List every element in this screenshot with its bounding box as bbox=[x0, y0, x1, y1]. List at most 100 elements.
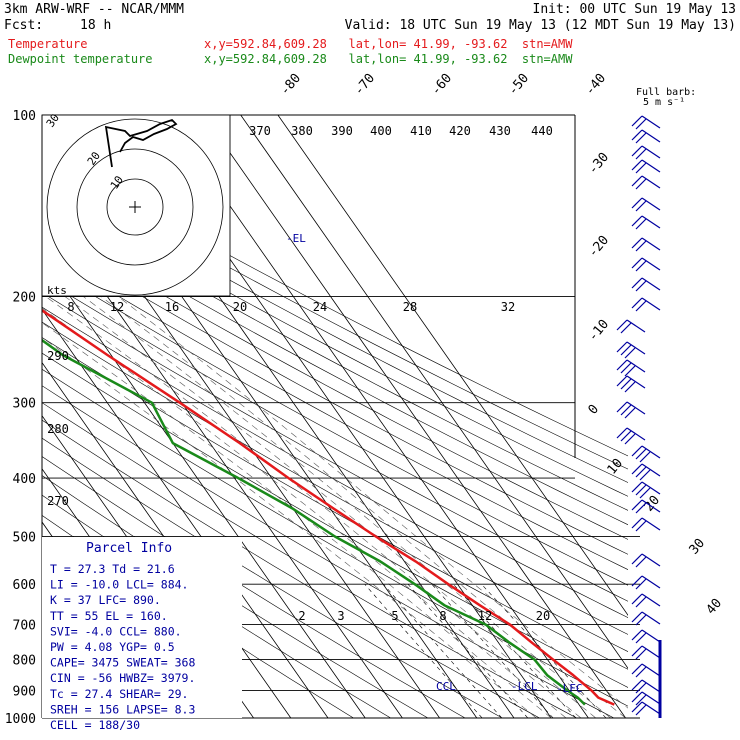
dry-adiabat bbox=[42, 385, 615, 718]
wind-barb bbox=[641, 629, 661, 643]
wind-barb-flag bbox=[624, 433, 636, 445]
wind-barb bbox=[626, 359, 646, 373]
wind-barb-flag bbox=[639, 469, 651, 481]
wind-barb-flag bbox=[631, 629, 643, 641]
wind-barb bbox=[641, 129, 661, 143]
wind-barb-flag bbox=[635, 178, 647, 190]
wind-barb bbox=[641, 701, 661, 715]
wind-barb-flag bbox=[616, 375, 628, 387]
wind-barb-flag bbox=[631, 445, 643, 457]
mixing-ratio-line bbox=[481, 583, 607, 718]
wind-barb bbox=[641, 175, 661, 189]
wind-barb-flag bbox=[631, 257, 643, 269]
temp-axis-label: -30 bbox=[586, 150, 613, 178]
dry-adiabat bbox=[42, 337, 628, 670]
hodograph-frame bbox=[41, 114, 231, 297]
hodograph-ring bbox=[46, 118, 224, 296]
wind-barb-flag bbox=[616, 319, 628, 331]
wind-barb bbox=[641, 481, 661, 495]
wind-barb-flag bbox=[631, 575, 643, 587]
wind-barb-flag bbox=[635, 556, 647, 568]
dry-adiabat bbox=[42, 198, 628, 511]
wind-barb-flag bbox=[624, 407, 636, 419]
theta-label-left: 290 bbox=[47, 349, 69, 363]
wind-barb bbox=[641, 663, 661, 677]
parcel-info-row: PW = 4.08 YGP= 0.5 bbox=[50, 640, 175, 654]
wind-barb-flag bbox=[631, 679, 643, 691]
wind-barb bbox=[641, 517, 661, 531]
parcel-info-row: K = 37 LFC= 890. bbox=[50, 593, 161, 607]
mixing-ratio-line bbox=[407, 584, 529, 718]
hodograph-ring-label: 20 bbox=[85, 149, 103, 167]
dry-adiabat bbox=[42, 236, 628, 555]
parcel-info-row: TT = 55 EL = 160. bbox=[50, 609, 168, 623]
wind-barb-flag bbox=[635, 162, 647, 174]
parcel-info-row: T = 27.3 Td = 21.6 bbox=[50, 562, 175, 576]
wind-barb-flag bbox=[635, 448, 647, 460]
wind-barb-flag bbox=[635, 132, 647, 144]
theta-label: 420 bbox=[449, 124, 471, 138]
barb-key-unit: 5 m s⁻¹ bbox=[643, 97, 685, 108]
wind-barb-flag bbox=[635, 118, 647, 130]
dry-adiabat bbox=[42, 402, 577, 718]
wind-barb bbox=[626, 319, 646, 333]
mixing-ratio-label: 12 bbox=[478, 609, 492, 623]
wind-barb-flag bbox=[620, 430, 632, 442]
barb-key-title: Full barb: bbox=[636, 87, 696, 98]
pressure-label-200: 200 bbox=[13, 291, 36, 306]
wind-barb-flag bbox=[624, 347, 636, 359]
model-title: 3km ARW-WRF -- NCAR/MMM bbox=[4, 2, 185, 17]
pressure-label-700: 700 bbox=[13, 619, 36, 634]
mixing-ratio-label: 8 bbox=[439, 609, 446, 623]
hodograph-trace bbox=[104, 118, 178, 168]
mixing-ratio-line bbox=[383, 584, 503, 718]
wind-barb-flag bbox=[631, 701, 643, 713]
wind-barb-flag bbox=[635, 704, 647, 716]
wind-barb-flag bbox=[631, 663, 643, 675]
isotherm-line bbox=[203, 115, 626, 718]
temp-axis-label: -20 bbox=[586, 233, 613, 261]
wind-barbs bbox=[616, 115, 662, 718]
parcel-info-row: SVI= -4.0 CCL= 880. bbox=[50, 624, 182, 638]
pressure-label-300: 300 bbox=[13, 397, 36, 412]
wind-barb-flag bbox=[631, 553, 643, 565]
temp-axis-label: -70 bbox=[352, 71, 379, 99]
dry-adiabat bbox=[42, 173, 628, 483]
forecast-label: Fcst: bbox=[4, 18, 44, 33]
theta-label: 370 bbox=[249, 124, 271, 138]
hodograph-ring-label: 10 bbox=[108, 173, 126, 191]
wind-barb bbox=[641, 277, 661, 291]
wind-barb bbox=[641, 297, 661, 311]
wind-barb-flag bbox=[631, 691, 643, 703]
wind-barb-flag bbox=[635, 260, 647, 272]
wind-barb-flag bbox=[635, 300, 647, 312]
wind-barb-flag bbox=[631, 645, 643, 657]
wind-barb-flag bbox=[635, 694, 647, 706]
dry-adiabat bbox=[42, 306, 628, 635]
wind-barb-flag bbox=[631, 145, 643, 157]
mixing-ratio-label: 3 bbox=[337, 609, 344, 623]
lfc-mark: -LFC bbox=[556, 682, 583, 695]
mixing-ratio-label: 20 bbox=[536, 609, 550, 623]
wind-barb-flag bbox=[631, 277, 643, 289]
dry-adiabat bbox=[42, 250, 628, 570]
dry-adiabat bbox=[42, 223, 628, 540]
wind-barb-flag bbox=[635, 240, 647, 252]
wind-barb-flag bbox=[631, 129, 643, 141]
dry-adiabat bbox=[42, 185, 628, 497]
dry-adiabat bbox=[42, 149, 628, 457]
parcel-info-row: CIN = -56 HWBZ= 3979. bbox=[50, 671, 195, 685]
dry-adiabat bbox=[42, 292, 628, 618]
wind-barb-flag bbox=[631, 159, 643, 171]
pressure-label-400: 400 bbox=[13, 472, 36, 487]
wind-barb-flag bbox=[635, 632, 647, 644]
wind-barb-flag bbox=[620, 378, 632, 390]
wind-barb-flag bbox=[620, 404, 632, 416]
wind-barb bbox=[641, 679, 661, 693]
dry-adiabat bbox=[42, 321, 628, 652]
mixing-ratio-line bbox=[453, 583, 577, 718]
theta-label: 400 bbox=[370, 124, 392, 138]
wind-barb-flag bbox=[635, 520, 647, 532]
temp-axis-label: -10 bbox=[586, 317, 613, 345]
temp-axis-label: 0 bbox=[586, 402, 603, 418]
